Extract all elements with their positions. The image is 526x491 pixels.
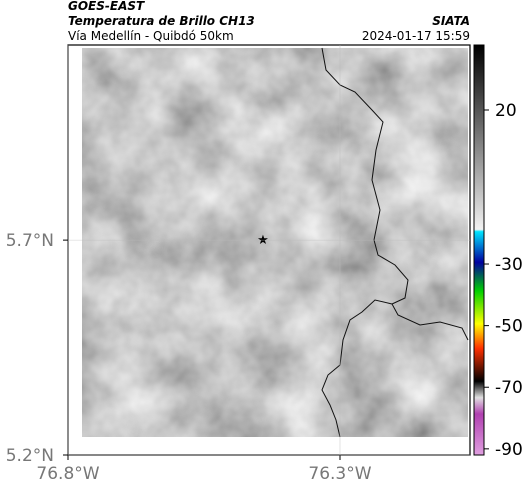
y-tick-label: 5.7°N bbox=[6, 231, 54, 251]
colorbar-tick-label: -90 bbox=[495, 440, 523, 460]
y-tick-label: 5.2°N bbox=[6, 446, 54, 466]
colorbar bbox=[473, 44, 485, 456]
region: Vía Medellín - Quibdó 50km bbox=[68, 29, 234, 43]
colorbar-tick-label: -30 bbox=[495, 255, 523, 275]
x-tick-label: 76.3°W bbox=[308, 464, 371, 484]
city-marker: ★ bbox=[257, 233, 269, 248]
colorbar-tick-label: -50 bbox=[495, 317, 523, 337]
x-tick-label: 76.8°W bbox=[36, 464, 99, 484]
source: SIATA bbox=[432, 14, 470, 28]
brightness-image bbox=[82, 48, 468, 437]
colorbar-tick-label: -70 bbox=[495, 378, 523, 398]
colorbar-tick-label: 20 bbox=[495, 101, 517, 121]
title: GOES-EAST bbox=[68, 0, 145, 13]
subtitle: Temperatura de Brillo CH13 bbox=[68, 14, 255, 28]
timestamp: 2024-01-17 15:59 bbox=[362, 29, 470, 43]
